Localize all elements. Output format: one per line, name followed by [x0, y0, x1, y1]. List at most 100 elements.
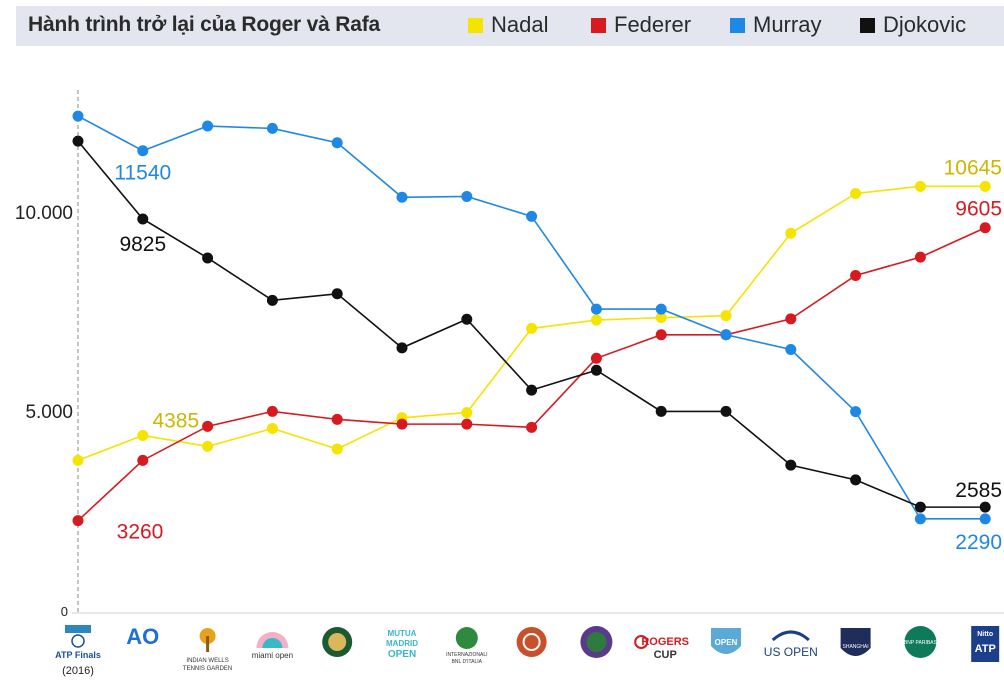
y-tick-label: 0	[61, 604, 68, 619]
tournament-label: CUP	[654, 649, 677, 661]
data-label-murray: 11540	[114, 162, 171, 185]
atp-finals-banner	[65, 625, 91, 633]
tournament-label: SHANGHAI	[843, 644, 869, 650]
tournament-label: INDIAN WELLS	[186, 658, 228, 664]
shanghai-shield	[840, 628, 871, 656]
atp-shield	[971, 626, 1000, 662]
data-point-djokovic	[914, 501, 926, 513]
wimbledon-inner	[586, 632, 607, 652]
data-point-djokovic	[266, 294, 278, 306]
tournament-label: BNL D'ITALIA	[452, 659, 483, 665]
roland-garros-ring	[522, 633, 541, 651]
tournament-label: MUTUA	[388, 629, 417, 638]
legend-swatch-federer	[591, 17, 606, 33]
data-point-murray	[914, 513, 926, 525]
data-point-nadal	[526, 322, 538, 334]
data-point-murray	[655, 303, 667, 315]
data-point-murray	[979, 513, 991, 525]
data-point-nadal	[850, 187, 862, 199]
data-point-murray	[331, 137, 343, 149]
monte-carlo-inner	[328, 633, 347, 651]
tournament-label: US OPEN	[764, 645, 818, 659]
data-point-murray	[137, 145, 149, 157]
legend-label-nadal: Nadal	[491, 12, 549, 37]
data-point-murray	[72, 110, 84, 122]
shanghai-logo: SHANGHAI	[840, 628, 871, 656]
data-point-federer	[655, 329, 667, 341]
legend-nadal: Nadal	[468, 12, 548, 38]
data-point-nadal	[266, 423, 278, 435]
data-point-federer	[72, 515, 84, 527]
palm-trunk	[206, 636, 210, 652]
data-point-murray	[202, 120, 214, 132]
monte-carlo-logo	[322, 627, 353, 657]
data-point-nadal	[461, 407, 473, 419]
roland-garros-badge	[516, 627, 547, 657]
data-point-nadal	[720, 310, 732, 322]
data-point-djokovic	[655, 405, 667, 417]
chart-title: Hành trình trở lại của Roger và Rafa	[28, 13, 380, 36]
data-point-murray	[785, 344, 797, 356]
data-label-nadal: 4385	[152, 409, 199, 432]
data-point-federer	[266, 405, 278, 417]
data-point-nadal	[979, 180, 991, 192]
data-point-murray	[266, 122, 278, 134]
tournament-label: (2016)	[62, 665, 94, 677]
data-point-murray	[461, 190, 473, 202]
tournament-label: OPEN	[715, 638, 738, 647]
data-point-djokovic	[72, 135, 84, 147]
data-point-nadal	[72, 454, 84, 466]
data-label-federer: 9605	[955, 198, 1002, 221]
legend-label-murray: Murray	[753, 12, 822, 37]
tournament-label: BNP PARIBAS	[904, 640, 938, 646]
paris-badge	[904, 626, 937, 658]
tournament-label: TENNIS GARDEN	[183, 666, 232, 672]
series-line-federer	[77, 226, 986, 522]
data-point-djokovic	[526, 384, 538, 396]
australian-open-logo: AO	[126, 624, 159, 649]
tournament-label: INTERNAZIONALI	[446, 652, 487, 658]
tournament-label: ATP Finals	[55, 650, 101, 660]
data-label-federer: 3260	[117, 521, 164, 544]
indian-wells-logo: INDIAN WELLS TENNIS GARDEN	[183, 628, 232, 672]
data-point-federer	[785, 313, 797, 325]
data-point-federer	[914, 251, 926, 263]
tournament-label: AO	[126, 624, 159, 649]
data-label-djokovic: 9825	[119, 233, 166, 256]
data-point-nadal	[137, 429, 149, 441]
data-point-murray	[720, 329, 732, 341]
data-point-federer	[850, 269, 862, 281]
legend-swatch-nadal	[468, 17, 483, 33]
miami-open-logo: miami open	[252, 632, 293, 660]
data-point-djokovic	[396, 342, 408, 354]
y-tick-label: 10.000	[15, 203, 73, 224]
us-open-logo: US OPEN	[764, 630, 818, 659]
data-point-nadal	[655, 312, 667, 324]
data-point-federer	[590, 352, 602, 364]
rogers-swoosh	[634, 635, 649, 649]
data-point-murray	[526, 210, 538, 222]
data-point-murray	[850, 406, 862, 418]
data-point-djokovic	[979, 501, 991, 513]
wimbledon-logo	[580, 626, 613, 658]
cincinnati-shield	[711, 628, 741, 654]
data-point-djokovic	[785, 459, 797, 471]
atp-finals-logo: ATP Finals (2016)	[55, 625, 101, 677]
data-point-federer	[137, 454, 149, 466]
paris-masters-logo: BNP PARIBAS	[904, 626, 938, 658]
atp-logo: Nitto ATP	[971, 626, 1000, 662]
chart-header: Hành trình trở lại của Roger và Rafa Nad…	[16, 6, 1004, 46]
data-point-murray	[396, 191, 408, 203]
data-label-djokovic: 2585	[955, 479, 1002, 502]
legend-murray: Murray	[730, 12, 821, 38]
data-point-djokovic	[331, 288, 343, 300]
tournament-label: ROGERS	[641, 636, 689, 648]
rome-ball	[455, 627, 478, 649]
data-point-nadal	[914, 180, 926, 192]
roland-garros-logo	[516, 627, 547, 657]
data-point-djokovic	[850, 474, 862, 486]
us-open-arc	[771, 630, 810, 642]
